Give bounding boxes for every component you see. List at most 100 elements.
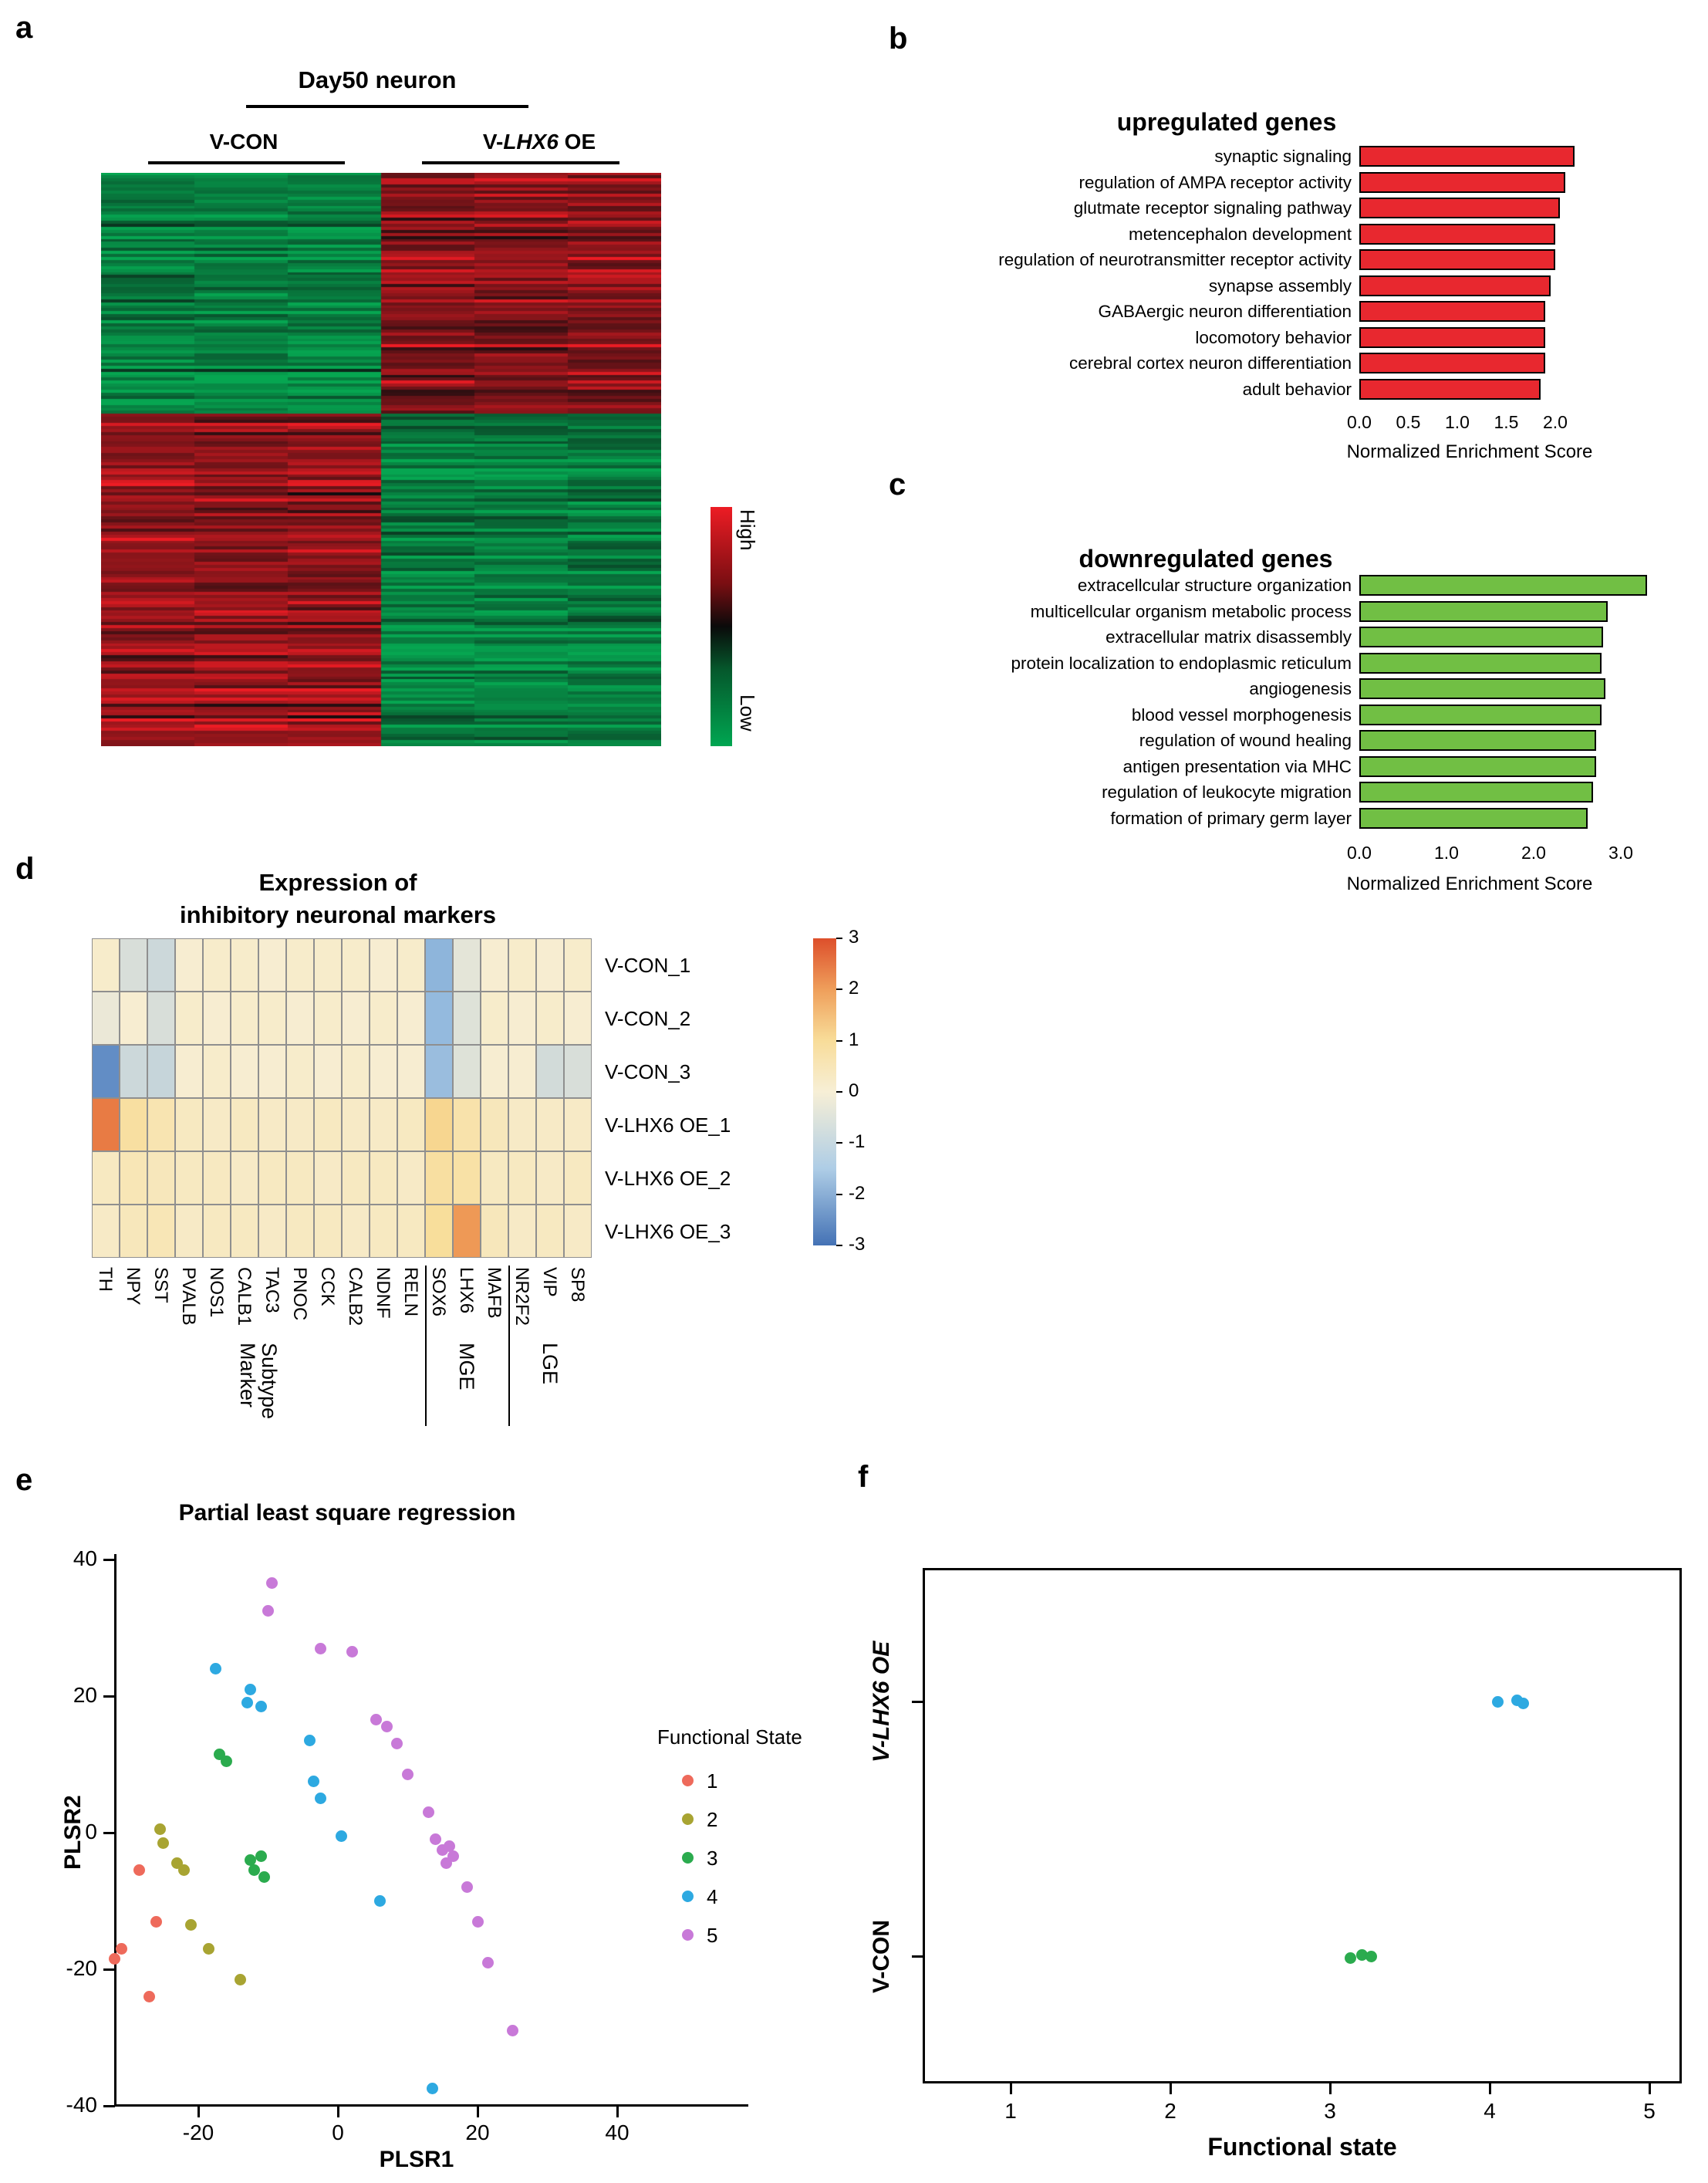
heatmap-cell	[370, 938, 397, 992]
heatmap-cell	[120, 1205, 147, 1258]
downregulated-title: downregulated genes	[1078, 545, 1333, 573]
plsr-y-axis-line	[114, 1554, 116, 2107]
heatmap-cell	[453, 1045, 481, 1098]
heatmap-cell	[92, 938, 120, 992]
heatmap-col-label: MAFB	[484, 1267, 505, 1319]
legend-item-label: 3	[707, 1847, 718, 1870]
heatmap-cell	[536, 1205, 564, 1258]
scatter-point	[178, 1864, 191, 1877]
markers-title-line1: Expression of	[258, 869, 417, 896]
heatmap-cell	[453, 992, 481, 1045]
x-axis-tick-label: 3	[1324, 2099, 1336, 2123]
heatmap-col-label: VIP	[539, 1267, 560, 1297]
heatmap-cell	[231, 992, 258, 1045]
heatmap-row-label: V-CON_3	[605, 1060, 691, 1083]
enrichment-bar	[1359, 575, 1647, 596]
group-lhx6oe-post: OE	[558, 130, 596, 154]
scatter-point	[314, 1642, 326, 1654]
x-axis-tick-mark	[197, 2106, 200, 2117]
heatmap-cell	[286, 992, 314, 1045]
scatter-point	[304, 1735, 316, 1747]
heatmap-col-label: TH	[95, 1267, 116, 1292]
title-underline	[246, 105, 528, 108]
scatter-point	[373, 1895, 386, 1907]
heatmap-row-label: V-CON_1	[605, 954, 691, 977]
group-lhx6oe-gene: LHX6	[503, 130, 559, 154]
functional-state-plot-box	[923, 1568, 1682, 2083]
scatter-point	[255, 1700, 267, 1712]
heatmap-cell	[564, 1045, 592, 1098]
plsr-x-axis-line	[114, 2104, 748, 2107]
heatmap-cell	[258, 1151, 286, 1205]
heatmap-col-label: NDNF	[373, 1267, 393, 1319]
colorbar-tick-mark	[836, 988, 842, 991]
y-axis-tick-mark	[912, 1955, 923, 1958]
go-term-label: adult behavior	[1242, 379, 1352, 399]
axis-tick-label: 2.0	[1521, 843, 1546, 863]
heatmap-cell	[564, 992, 592, 1045]
heatmap-row-label: V-LHX6 OE_2	[605, 1167, 731, 1190]
heatmap-cell	[481, 1151, 508, 1205]
functional-state-axis-label: Functional state	[1207, 2133, 1397, 2161]
heatmap-cell	[564, 1098, 592, 1151]
legend-item-label: 1	[707, 1769, 718, 1793]
heatmap-cell	[536, 1045, 564, 1098]
scatter-point	[115, 1942, 127, 1955]
heatmap-col-label: SP8	[567, 1267, 588, 1303]
heatmap-cell	[536, 992, 564, 1045]
scatter-point	[108, 1953, 120, 1965]
scatter-point	[210, 1663, 222, 1675]
heatmap-cell	[342, 1151, 370, 1205]
legend-item-label: 5	[707, 1924, 718, 1947]
plsr1-axis-label: PLSR1	[379, 2147, 454, 2172]
colorbar-tick-mark	[836, 1193, 842, 1195]
heatmap-cell	[314, 1151, 342, 1205]
heatmap-cell	[536, 938, 564, 992]
heatmap-row-label: V-LHX6 OE_3	[605, 1220, 731, 1243]
scatter-point	[143, 1990, 156, 2002]
go-term-label: regulation of leukocyte migration	[1102, 782, 1352, 802]
legend-item-dot	[682, 1891, 694, 1902]
x-axis-tick-label: 1	[1004, 2099, 1017, 2123]
colorbar-tick-mark	[836, 938, 842, 939]
axis-tick-label: 1.0	[1434, 843, 1459, 863]
enrichment-bar	[1359, 301, 1546, 323]
heatmap-cell	[425, 938, 453, 992]
axis-tick-label: 0.5	[1396, 412, 1421, 432]
heatmap-col-label: CALB2	[345, 1267, 366, 1326]
heatmap-cell	[342, 1045, 370, 1098]
heatmap-col-label: SOX6	[428, 1267, 449, 1317]
scatter-point	[1345, 1952, 1357, 1964]
y-axis-tick-label: -40	[66, 2093, 97, 2117]
group-lhx6oe-pre: V-	[482, 130, 504, 154]
heatmap-cell	[425, 1205, 453, 1258]
x-axis-tick-label: 40	[605, 2120, 630, 2144]
heatmap-cell	[342, 992, 370, 1045]
scatter-point	[157, 1837, 170, 1849]
enrichment-bar	[1359, 782, 1593, 803]
panel-a-label: a	[15, 11, 33, 45]
scatter-point	[391, 1738, 403, 1750]
enrichment-bar	[1359, 198, 1561, 219]
heatmap-cell	[147, 938, 175, 992]
heatmap-cell	[147, 1045, 175, 1098]
scatter-point	[185, 1918, 197, 1931]
heatmap-cell	[564, 938, 592, 992]
heatmap-cell	[92, 992, 120, 1045]
enrichment-bar	[1359, 171, 1565, 193]
heatmap-cell	[147, 1151, 175, 1205]
scatter-point	[370, 1714, 383, 1726]
scatter-point	[245, 1683, 257, 1695]
heatmap-cell	[231, 938, 258, 992]
heatmap-cell	[397, 1045, 425, 1098]
heatmap-cell	[231, 1045, 258, 1098]
axis-tick-label: 1.5	[1494, 412, 1519, 432]
heatmap-cell	[314, 992, 342, 1045]
group-vcon-label: V-CON	[209, 130, 278, 154]
axis-tick-label: 0.0	[1347, 412, 1372, 432]
x-axis-tick-label: -20	[182, 2120, 214, 2144]
heatmap-cell	[92, 1205, 120, 1258]
enrichment-bar	[1359, 223, 1555, 245]
axis-tick-label: 1.0	[1445, 412, 1470, 432]
